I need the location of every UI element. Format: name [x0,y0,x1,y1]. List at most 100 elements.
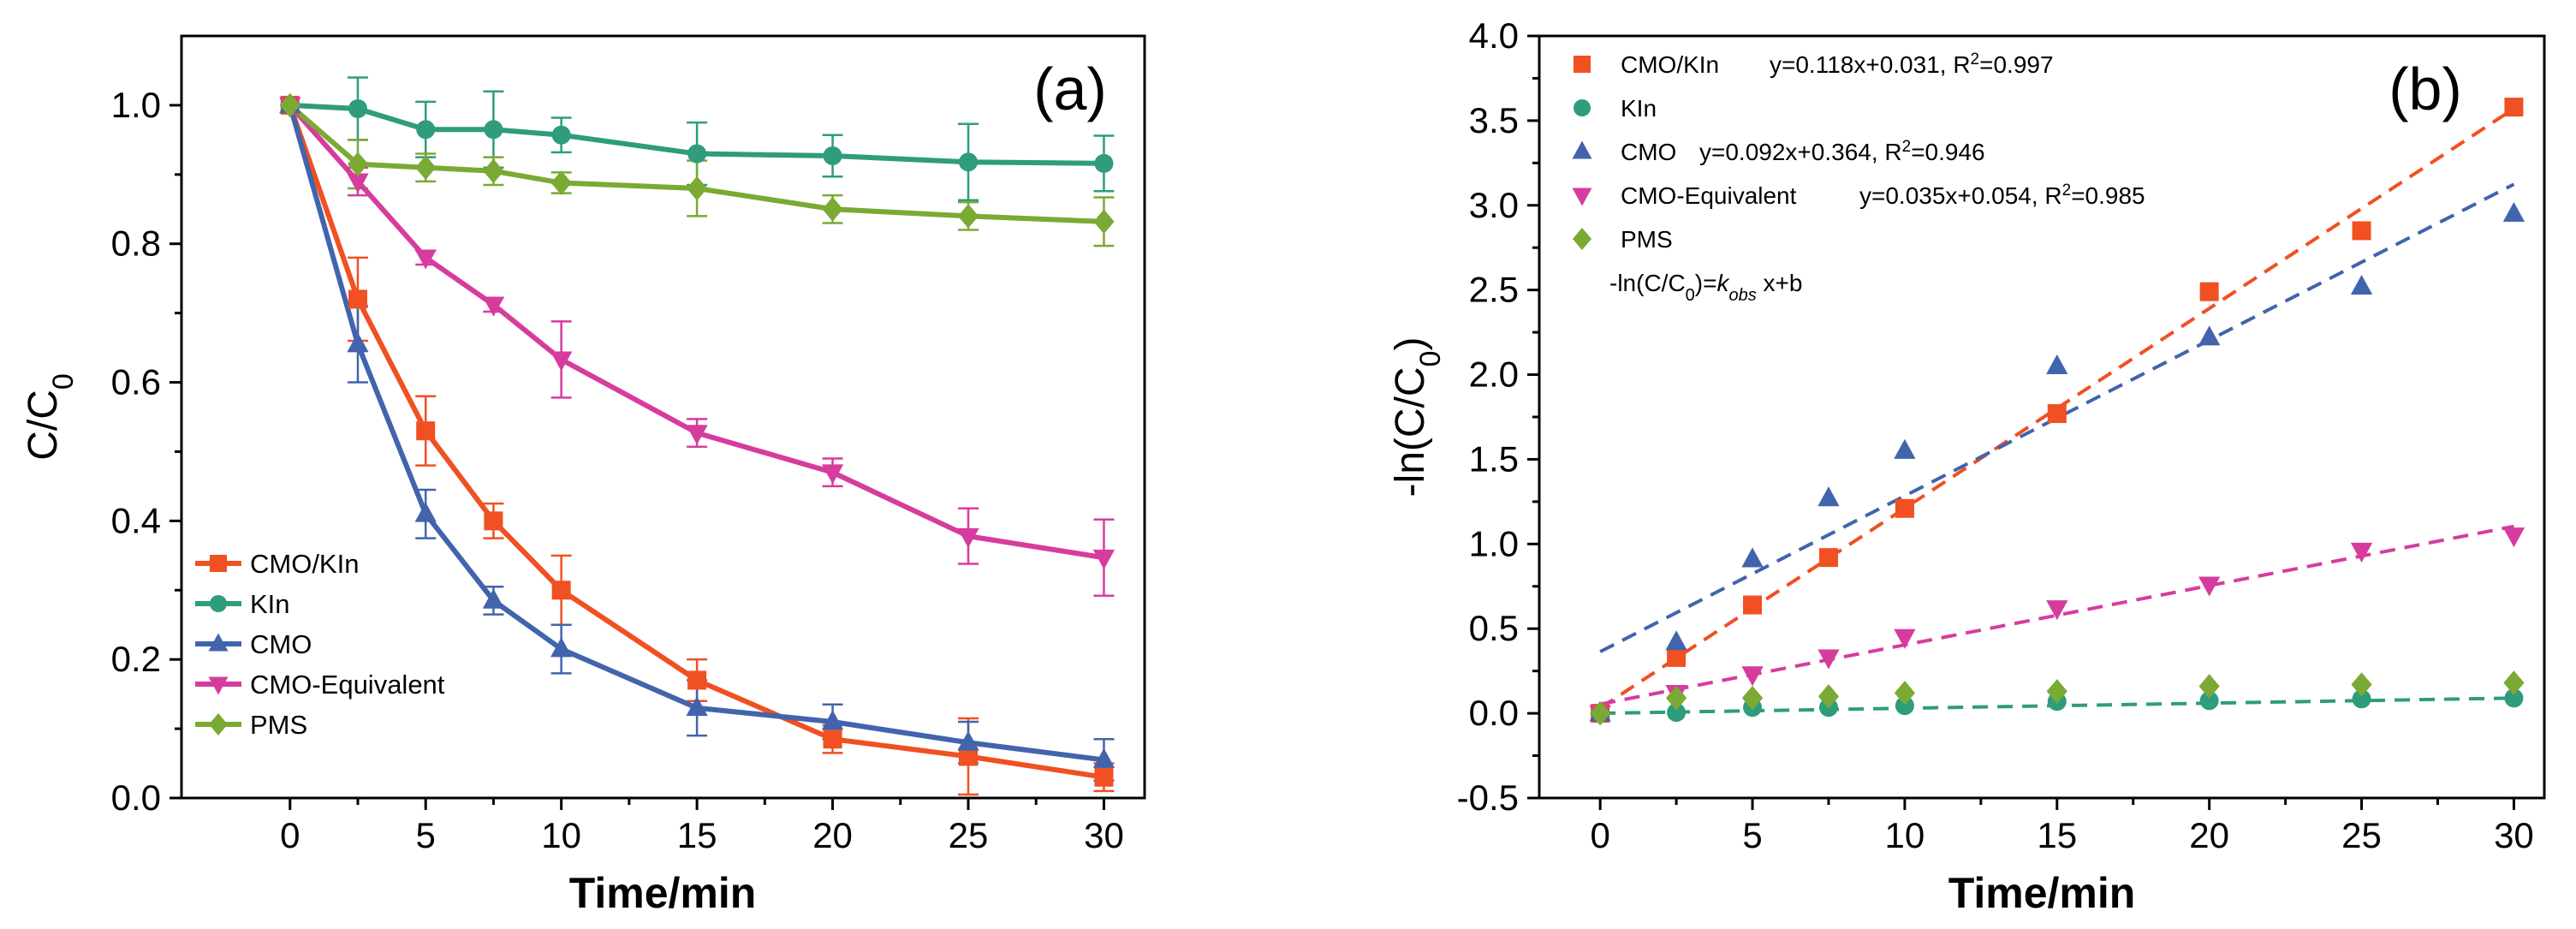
data-point-kin [1895,696,1914,716]
data-point-pms [1817,684,1840,709]
data-point-cmo-equivalent [1894,628,1916,649]
panel-b-y-tick-label: 0.0 [1469,693,1519,733]
data-point-pms [415,155,437,181]
model-eq-k: k [1716,270,1730,296]
data-point-kin [348,98,367,118]
panel-b-y-tick-label: 2.0 [1469,354,1519,395]
data-point-pms [550,170,572,195]
model-eq-end: x+b [1757,270,1803,296]
data-point-cmo-kin [2504,98,2524,117]
legend-marker-pms [209,713,228,735]
model-eq-start: -ln(C/C [1609,270,1686,296]
data-point-cmo [2350,274,2373,295]
data-point-pms [1741,686,1764,711]
data-point-pms [1665,686,1687,711]
data-point-pms [822,196,843,222]
panel-a-x-tick-label: 0 [280,815,300,855]
data-point-cmo-kin [823,730,842,749]
panel-b-y-tick-label: 1.5 [1469,438,1519,479]
data-point-kin [823,146,842,165]
data-point-cmo [1817,486,1840,507]
legend-label-pms: PMS [1621,226,1673,253]
data-point-cmo-kin [416,421,436,441]
data-point-pms [483,158,504,184]
panel-a-frame [180,34,1146,800]
data-point-pms [347,152,369,176]
data-point-pms [1894,681,1916,706]
fit-equation-cmo-equivalent: y=0.035x+0.054, R [1859,182,2062,209]
panel-a-error-bars [347,76,1115,796]
fit-r2-value-cmo-equivalent: =0.985 [2071,182,2145,209]
panel-a-x-tick-label: 5 [416,815,436,855]
data-point-cmo-equivalent [1741,666,1764,687]
fit-r2-superscript-cmo: 2 [1902,138,1912,156]
data-point-cmo-equivalent [821,464,844,485]
data-point-cmo-equivalent [686,425,708,445]
data-point-cmo [1665,630,1687,651]
data-point-pms [2351,672,2372,697]
data-point-cmo [1894,438,1916,459]
fit-line-cmo [1599,182,2515,653]
data-point-pms [1093,209,1115,235]
panel-b-x-axis-title: Time/min [1948,869,2136,917]
panel-b-x-tick-label: 0 [1590,815,1609,855]
panel-b-x-tick-label: 10 [1885,815,1925,855]
panel-a-y-axis-title-main: C/C [21,390,66,461]
panel-b-x-tick-label: 30 [2494,815,2534,855]
model-eq-ksub: obs [1728,286,1756,305]
panel-b-y-tick-label: 0.5 [1469,608,1519,648]
legend-marker-cmo-equivalent [1572,188,1592,206]
panel-a-y-tick-label: 0.0 [111,777,161,818]
legend-label-cmo-equivalent: CMO-Equivalent [250,670,445,700]
panel-a-x-tick-label: 20 [812,815,853,855]
panel-a-y-axis-title: C/C0 [21,373,80,461]
data-point-cmo-kin [348,289,367,309]
data-point-cmo [414,502,437,522]
panel-b-y-tick-label: 1.0 [1469,523,1519,563]
legend-label-cmo-kin: CMO/KIn [1621,51,1719,78]
panel-b-model-equation: -ln(C/C0)=kobs x+b [1609,270,1802,305]
legend-fit-cmo-kin: y=0.118x+0.031, R2=0.997 [1770,51,2054,79]
panel-b-y-tick-label: 4.0 [1469,15,1519,56]
panel-a-y-tick-label: 0.4 [111,500,161,540]
data-point-cmo-kin [484,511,503,531]
fit-r2-superscript-cmo-equivalent: 2 [2062,182,2072,199]
panel-b-x-tick-label: 5 [1742,815,1762,855]
data-point-cmo-kin [1818,548,1838,568]
panel-a: 0 5 10 15 20 25 30 0.0 0.2 0.4 0.6 0.8 1.0 (a) Time/… [21,34,1146,917]
data-point-cmo-equivalent [2502,527,2525,548]
panel-a-x-tick-label: 15 [677,815,717,855]
panel-b-y-tick-label: -0.5 [1457,777,1519,818]
legend-marker-pms [1573,228,1591,250]
data-point-cmo-equivalent [347,173,369,194]
legend-label-cmo: CMO [1621,139,1676,165]
data-point-pms [2503,670,2525,695]
data-point-pms [2198,674,2220,699]
legend-marker-cmo-kin [210,555,227,572]
data-point-cmo-kin [687,670,707,690]
legend-label-cmo-kin: CMO/KIn [250,549,359,579]
data-point-cmo-kin [1667,647,1687,667]
data-point-cmo-kin [1895,498,1914,518]
data-point-kin [959,152,979,172]
fit-r2-superscript-cmo-kin: 2 [1971,51,1980,68]
data-point-cmo-equivalent [414,249,437,270]
data-point-cmo-equivalent [1092,549,1115,569]
panel-b-points [1589,98,2525,726]
legend-fit-cmo-equivalent: y=0.035x+0.054, R2=0.985 [1859,182,2145,210]
data-point-cmo [2046,354,2068,375]
data-point-pms [1590,700,1611,726]
legend-marker-cmo [208,633,229,652]
data-point-cmo [2502,201,2525,223]
panel-a-y-tick-label: 0.8 [111,223,161,264]
data-point-cmo-kin [2352,221,2371,241]
panel-a-y-axis-title-sub: 0 [47,373,80,390]
panel-b-y-axis-title-main: -ln(C/C [1388,366,1433,497]
data-point-kin [1667,703,1687,723]
data-point-cmo-equivalent [550,351,573,372]
legend-label-kin: KIn [250,589,290,619]
panel-a-y-tick-label: 0.2 [111,639,161,679]
legend-marker-cmo [1572,140,1592,159]
